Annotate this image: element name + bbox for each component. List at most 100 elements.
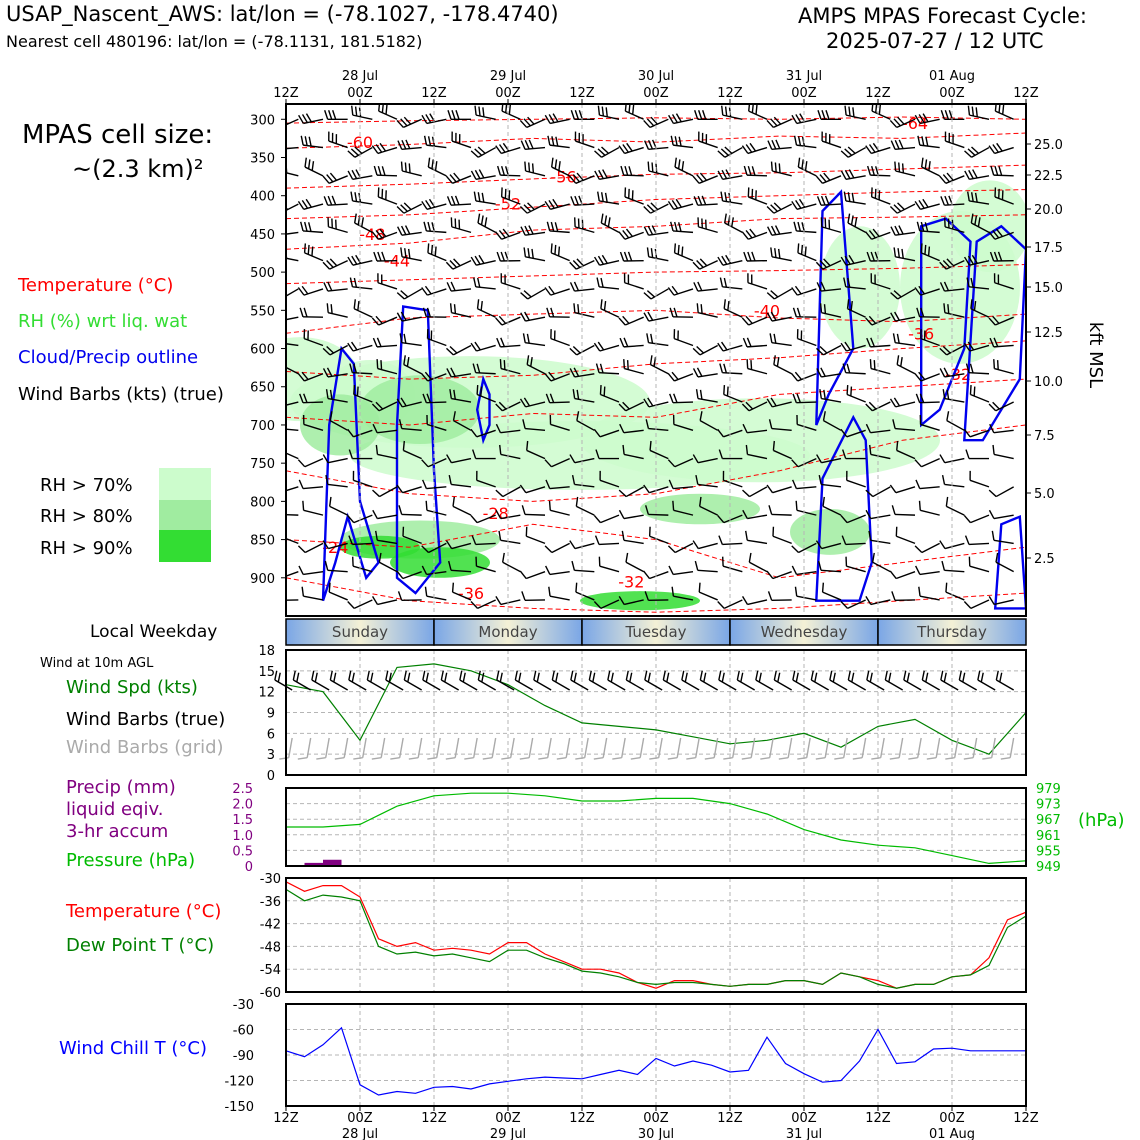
wind-barb-flag [917, 135, 921, 146]
wind-barb [797, 337, 817, 347]
wind-barb [476, 514, 496, 524]
wind-barb-true [366, 679, 386, 691]
weekday-cell [581, 618, 731, 646]
wind-barb-flag [671, 285, 679, 295]
temperature-contour [286, 523, 1026, 579]
wind-barb-flag [504, 166, 510, 176]
wind-barb-flag [643, 226, 650, 236]
wind-barb-flag [816, 454, 823, 464]
wind-barb-flag [821, 110, 826, 120]
wind-barb [475, 114, 496, 120]
wind-barb-true-flag [518, 672, 522, 683]
wind-barb-true-flag [869, 672, 873, 683]
wind-barb [426, 230, 447, 234]
kft-tick-label: 22.5 [1034, 169, 1063, 184]
wind-barb-flag [993, 359, 996, 369]
wind-barb-flag [677, 244, 680, 255]
wind-barb-flag [378, 104, 381, 112]
temp-y-tick-label: -48 [260, 940, 281, 955]
wind-barb-flag [398, 419, 403, 429]
wind-barb-grid-flag [760, 757, 770, 760]
legend-wind-chill: Wind Chill T (°C) [59, 1038, 207, 1059]
wind-barb-true-flag [736, 670, 740, 681]
wind-barb-flag [851, 192, 855, 203]
cloud-outline [963, 224, 1026, 442]
wind-barb [699, 419, 719, 431]
wind-barb-flag [424, 285, 432, 295]
wind-barb-true [736, 679, 756, 691]
wind-barb-true-flag [348, 670, 352, 681]
wind-barb-flag [766, 570, 774, 579]
wind-barb [672, 230, 694, 234]
wind-chill-line [285, 1026, 1026, 1096]
wind-barb-flag [992, 444, 995, 455]
wind-barb-true [884, 679, 904, 691]
wind-barb-true-flag [296, 672, 300, 683]
wind-barb-flag [557, 246, 561, 257]
wind-barb-flag [898, 162, 901, 173]
wind-barb-true-flag [477, 670, 481, 681]
wind-barb-flag [421, 565, 428, 575]
wind-barb-flag [482, 107, 485, 117]
wind-barb-flag [673, 307, 678, 318]
wind-barb-flag [498, 229, 506, 239]
wind-barb-flag [572, 345, 581, 354]
wind-barb-flag [901, 248, 904, 259]
wind-barb-flag [347, 428, 354, 438]
wind-barb-flag [575, 496, 579, 507]
wind-barb-flag [380, 360, 383, 370]
wind-barb-grid-flag [963, 757, 974, 760]
wind-barb-flag [674, 157, 677, 168]
wind-barb [574, 226, 595, 234]
top-x-tick-day: 01 Aug [929, 69, 975, 84]
wind-barb-grid [436, 737, 441, 758]
wind-barb [286, 401, 299, 406]
wind-barb-flag [298, 479, 304, 489]
wind-barb-true-flag [699, 670, 703, 681]
wind-barb-flag [594, 170, 600, 180]
wind-barb-flag [667, 287, 675, 296]
wind-barb [773, 118, 792, 129]
wind-barb-flag [892, 333, 896, 343]
wind-barb [574, 457, 595, 464]
cloud-outline [993, 514, 1026, 610]
bottom-x-tick-hour: 12Z [717, 1111, 743, 1126]
wind-barb [699, 344, 718, 356]
wind-barb-flag [350, 191, 354, 202]
wind-barb-flag [647, 161, 650, 172]
wind-barb-flag [896, 333, 900, 344]
wind-barb-true [829, 679, 848, 691]
wind-barb [796, 486, 817, 490]
wind-barb [649, 449, 669, 460]
wind-barb-flag [745, 444, 749, 455]
wind-barb-flag [940, 196, 946, 206]
wind-barb-flag [569, 368, 576, 378]
wind-barb-flag [548, 586, 551, 597]
wind-barb-flag [549, 393, 555, 403]
wind-barb [451, 483, 472, 488]
wind-barb-flag [496, 165, 502, 176]
windchill-y-tick-label: -30 [233, 998, 254, 1013]
wind-barb-flag [375, 401, 384, 410]
wind-barb [649, 118, 669, 129]
wind-barb-flag [694, 110, 699, 120]
wind-barb-flag [891, 505, 896, 515]
wind-barb-flag [869, 359, 872, 369]
wind-barb-flag [373, 251, 378, 262]
wind-barb [919, 486, 940, 490]
wind-barb-flag [697, 281, 703, 291]
wind-barb-flag [519, 206, 528, 214]
wind-barb-flag [496, 337, 502, 348]
wind-barb-flag [898, 139, 904, 149]
wind-barb-grid-flag [390, 757, 400, 760]
wind-barb [427, 423, 447, 431]
wind-barb-flag [526, 440, 529, 451]
wind-barb [328, 226, 348, 234]
wind-barb-grid [750, 737, 756, 758]
wind-barb-flag [421, 459, 429, 468]
wind-barb-flag [470, 256, 477, 266]
legend-wind-barbs: Wind Barbs (kts) (true) [18, 384, 224, 405]
wind-barb-flag [303, 243, 307, 253]
wind-barb-flag [545, 479, 551, 489]
wind-barb [599, 429, 620, 438]
